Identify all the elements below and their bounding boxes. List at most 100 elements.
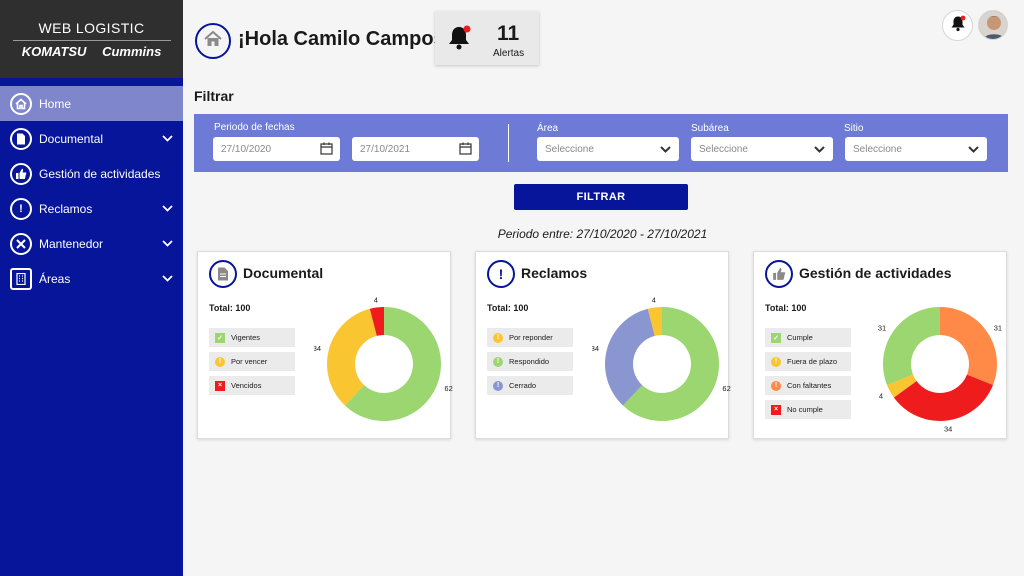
- thumbs-up-icon: [10, 162, 32, 185]
- donut-data-label: 4: [879, 391, 883, 400]
- exclamation-icon: !: [493, 356, 503, 367]
- date-to-field[interactable]: 27/10/2021: [352, 137, 479, 161]
- user-avatar[interactable]: [978, 10, 1008, 40]
- chart-legend: ! Por reponder ! Respondido ! Cerrado: [487, 328, 573, 400]
- sidebar-item-documental[interactable]: Documental: [0, 121, 183, 156]
- donut-data-label: 34: [944, 424, 952, 433]
- donut-slice-cerrado: [605, 308, 655, 406]
- calendar-icon[interactable]: [320, 142, 333, 158]
- date-from-field[interactable]: 27/10/2020: [213, 137, 340, 161]
- subarea-select-value: Seleccione: [699, 143, 748, 155]
- donut-data-label: 4: [374, 296, 378, 305]
- site-label: Sitio: [844, 123, 864, 134]
- chevron-down-icon: [660, 145, 671, 156]
- period-dates: 27/10/2020 - 27/10/2021: [576, 227, 708, 241]
- legend-item: ! Fuera de plazo: [765, 352, 851, 371]
- area-label: Área: [537, 123, 559, 134]
- legend-label: Fuera de plazo: [787, 357, 838, 366]
- card-title: Documental: [243, 265, 324, 281]
- site-select[interactable]: Seleccione: [845, 137, 987, 161]
- donut-data-label: 62: [722, 384, 730, 393]
- sidebar-item-label: Áreas: [39, 271, 71, 286]
- period-range: Periodo entre: 27/10/2020 - 27/10/2021: [0, 227, 1024, 241]
- home-button[interactable]: [195, 23, 231, 59]
- sidebar-item-label: Gestión de actividades: [39, 166, 161, 181]
- bell-icon: [950, 15, 966, 37]
- donut-data-label: 34: [314, 344, 321, 353]
- chevron-down-icon[interactable]: [162, 271, 173, 285]
- documental-donut-chart: 62 34 4: [314, 296, 453, 421]
- sidebar-item-label: Mantenedor: [39, 236, 104, 251]
- gestion-actividades-card: Gestión de actividades Total: 100 ✓ Cump…: [753, 251, 1007, 439]
- brand-header: WEB LOGISTIC KOMATSU Cummins: [0, 0, 183, 78]
- check-icon: ✓: [771, 332, 781, 343]
- exclamation-icon: !: [493, 332, 503, 343]
- alerts-summary[interactable]: 11 Alertas: [435, 11, 539, 65]
- donut-data-label: 31: [878, 323, 886, 332]
- greeting-title: ¡Hola Camilo Campos!: [238, 28, 452, 50]
- donut-slice-respondido: [622, 307, 719, 421]
- cummins-logo: Cummins: [102, 44, 162, 59]
- bell-icon: [447, 25, 471, 56]
- filter-divider: [508, 124, 509, 162]
- documental-card: Documental Total: 100 ✓ Vigentes ! Por v…: [197, 251, 453, 439]
- sidebar-item-home[interactable]: Home: [0, 86, 183, 121]
- home-icon: [204, 30, 222, 52]
- card-total: Total: 100: [209, 303, 251, 313]
- filter-section-title: Filtrar: [194, 88, 234, 104]
- reclamos-card: ! Reclamos Total: 100 ! Por reponder ! R…: [475, 251, 731, 439]
- date-range-label: Periodo de fechas: [214, 122, 295, 133]
- exclamation-icon: !: [771, 380, 781, 391]
- thumbs-up-icon: [765, 260, 793, 288]
- donut-data-label: 34: [592, 344, 599, 353]
- card-total: Total: 100: [765, 303, 807, 313]
- home-icon: [10, 92, 32, 115]
- legend-item: ✓ Cumple: [765, 328, 851, 347]
- chart-legend: ✓ Vigentes ! Por vencer × Vencidos: [209, 328, 295, 400]
- gestion-donut-chart: 31 34 4 31: [878, 307, 1002, 433]
- date-to-value: 27/10/2021: [360, 143, 411, 155]
- legend-label: Respondido: [509, 357, 550, 366]
- area-select[interactable]: Seleccione: [537, 137, 679, 161]
- calendar-x-icon: ×: [215, 380, 225, 391]
- legend-item: × No cumple: [765, 400, 851, 419]
- subarea-select[interactable]: Seleccione: [691, 137, 833, 161]
- sidebar-item-gestion-actividades[interactable]: Gestión de actividades: [0, 156, 183, 191]
- donut-data-label: 62: [444, 384, 452, 393]
- legend-label: Por reponder: [509, 333, 553, 342]
- document-icon: [209, 260, 237, 288]
- calendar-x-icon: ×: [771, 404, 781, 415]
- notifications-button[interactable]: [942, 10, 973, 41]
- legend-label: Con faltantes: [787, 381, 832, 390]
- sidebar-item-label: Reclamos: [39, 201, 93, 216]
- chevron-down-icon[interactable]: [162, 131, 173, 145]
- sidebar-nav: Home Documental Gestión de actividades !…: [0, 86, 183, 296]
- donut-slice-no-cumple: [893, 374, 993, 421]
- brand-divider: [12, 40, 171, 41]
- chevron-down-icon[interactable]: [162, 201, 173, 215]
- sidebar-item-areas[interactable]: Áreas: [0, 261, 183, 296]
- donut-slice-por-vencer: [327, 308, 377, 406]
- document-icon: [10, 127, 32, 150]
- donut-slice-cumple: [883, 307, 940, 385]
- legend-label: Vigentes: [231, 333, 261, 342]
- sidebar-item-mantenedor[interactable]: Mantenedor: [0, 226, 183, 261]
- legend-item: ! Cerrado: [487, 376, 573, 395]
- site-select-value: Seleccione: [853, 143, 902, 155]
- area-select-value: Seleccione: [545, 143, 594, 155]
- chevron-down-icon: [968, 145, 979, 156]
- app-title: WEB LOGISTIC: [38, 20, 145, 36]
- filter-button[interactable]: FILTRAR: [514, 184, 688, 210]
- filter-bar: Periodo de fechas 27/10/2020 27/10/2021 …: [194, 114, 1008, 172]
- calendar-icon[interactable]: [459, 142, 472, 158]
- alerts-label: Alertas: [493, 48, 525, 59]
- chevron-down-icon[interactable]: [162, 236, 173, 250]
- donut-slice-vigentes: [344, 307, 441, 421]
- card-title: Gestión de actividades: [799, 265, 952, 281]
- sidebar-item-reclamos[interactable]: ! Reclamos: [0, 191, 183, 226]
- legend-label: Vencidos: [231, 381, 262, 390]
- brand-logos: KOMATSU Cummins: [0, 44, 183, 59]
- exclamation-icon: !: [771, 356, 781, 367]
- alerts-count: 11: [497, 22, 520, 45]
- tools-icon: [10, 232, 32, 255]
